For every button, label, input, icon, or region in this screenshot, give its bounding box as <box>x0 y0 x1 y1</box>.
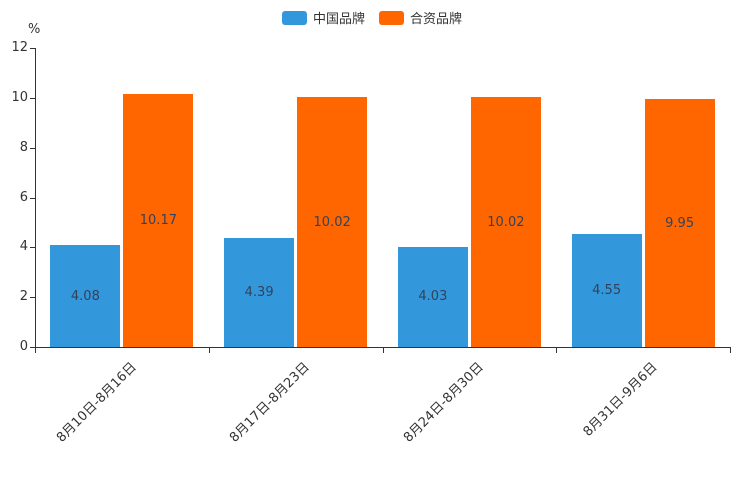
x-category-label: 8月10日-8月16日 <box>53 359 140 446</box>
y-tick-label: 10 <box>11 89 28 105</box>
bar-中国品牌-2[interactable]: 4.03 <box>397 246 468 347</box>
x-category-label-wrap: 8月10日-8月16日 <box>0 357 140 446</box>
bar-value-label: 4.39 <box>244 284 274 300</box>
x-category-label-wrap: 8月24日-8月30日 <box>253 357 487 446</box>
y-tick-mark <box>30 147 35 149</box>
bar-value-label: 4.08 <box>70 288 100 304</box>
legend-item-1[interactable]: 合资品牌 <box>379 8 462 27</box>
y-tick-label: 2 <box>19 289 28 305</box>
x-category-label: 8月31日-9月6日 <box>580 359 661 440</box>
bar-中国品牌-3[interactable]: 4.55 <box>571 233 642 347</box>
legend-item-label: 中国品牌 <box>312 12 365 27</box>
y-tick-label: 4 <box>19 239 28 255</box>
y-tick-mark <box>30 297 35 299</box>
legend-swatch-icon <box>379 10 404 25</box>
bar-合资品牌-0[interactable]: 10.17 <box>123 93 194 347</box>
bar-合资品牌-2[interactable]: 10.02 <box>470 97 541 347</box>
y-tick-label: 8 <box>19 139 28 155</box>
x-tick-mark <box>730 348 731 353</box>
y-tick-mark <box>30 97 35 99</box>
y-tick-label: 12 <box>11 40 28 55</box>
bar-value-label: 4.03 <box>418 289 448 305</box>
bar-合资品牌-1[interactable]: 10.02 <box>297 97 368 347</box>
x-tick-mark <box>382 348 384 353</box>
x-axis-line <box>35 347 731 348</box>
y-tick-label: 6 <box>19 189 28 205</box>
x-category-label: 8月17日-8月23日 <box>227 359 314 446</box>
y-axis-unit-label: % <box>28 22 41 37</box>
legend-item-label: 合资品牌 <box>410 12 463 27</box>
bar-value-label: 10.17 <box>139 212 177 228</box>
bar-中国品牌-0[interactable]: 4.08 <box>50 245 121 347</box>
bar-中国品牌-1[interactable]: 4.39 <box>224 237 295 347</box>
legend: 中国品牌 合资品牌 <box>0 8 744 27</box>
x-category-label-wrap: 8月17日-8月23日 <box>80 357 313 446</box>
y-tick-mark <box>30 197 35 199</box>
bar-value-label: 9.95 <box>665 215 695 231</box>
y-axis-line <box>35 48 36 347</box>
bar-value-label: 10.02 <box>313 214 351 230</box>
x-tick-mark <box>556 348 558 353</box>
x-tick-mark <box>208 348 210 353</box>
y-tick-mark <box>30 48 35 49</box>
y-tick-mark <box>30 347 35 348</box>
bar-value-label: 10.02 <box>487 214 525 230</box>
legend-swatch-icon <box>281 10 307 25</box>
bar-value-label: 4.55 <box>592 282 622 298</box>
y-tick-mark <box>30 247 35 249</box>
x-category-label: 8月24日-8月30日 <box>401 359 487 446</box>
bar-合资品牌-3[interactable]: 9.95 <box>644 99 715 347</box>
x-category-label-wrap: 8月31日-9月6日 <box>427 357 661 440</box>
x-tick-mark <box>35 348 36 353</box>
y-tick-label: 0 <box>19 339 28 354</box>
legend-item-0[interactable]: 中国品牌 <box>281 8 365 27</box>
